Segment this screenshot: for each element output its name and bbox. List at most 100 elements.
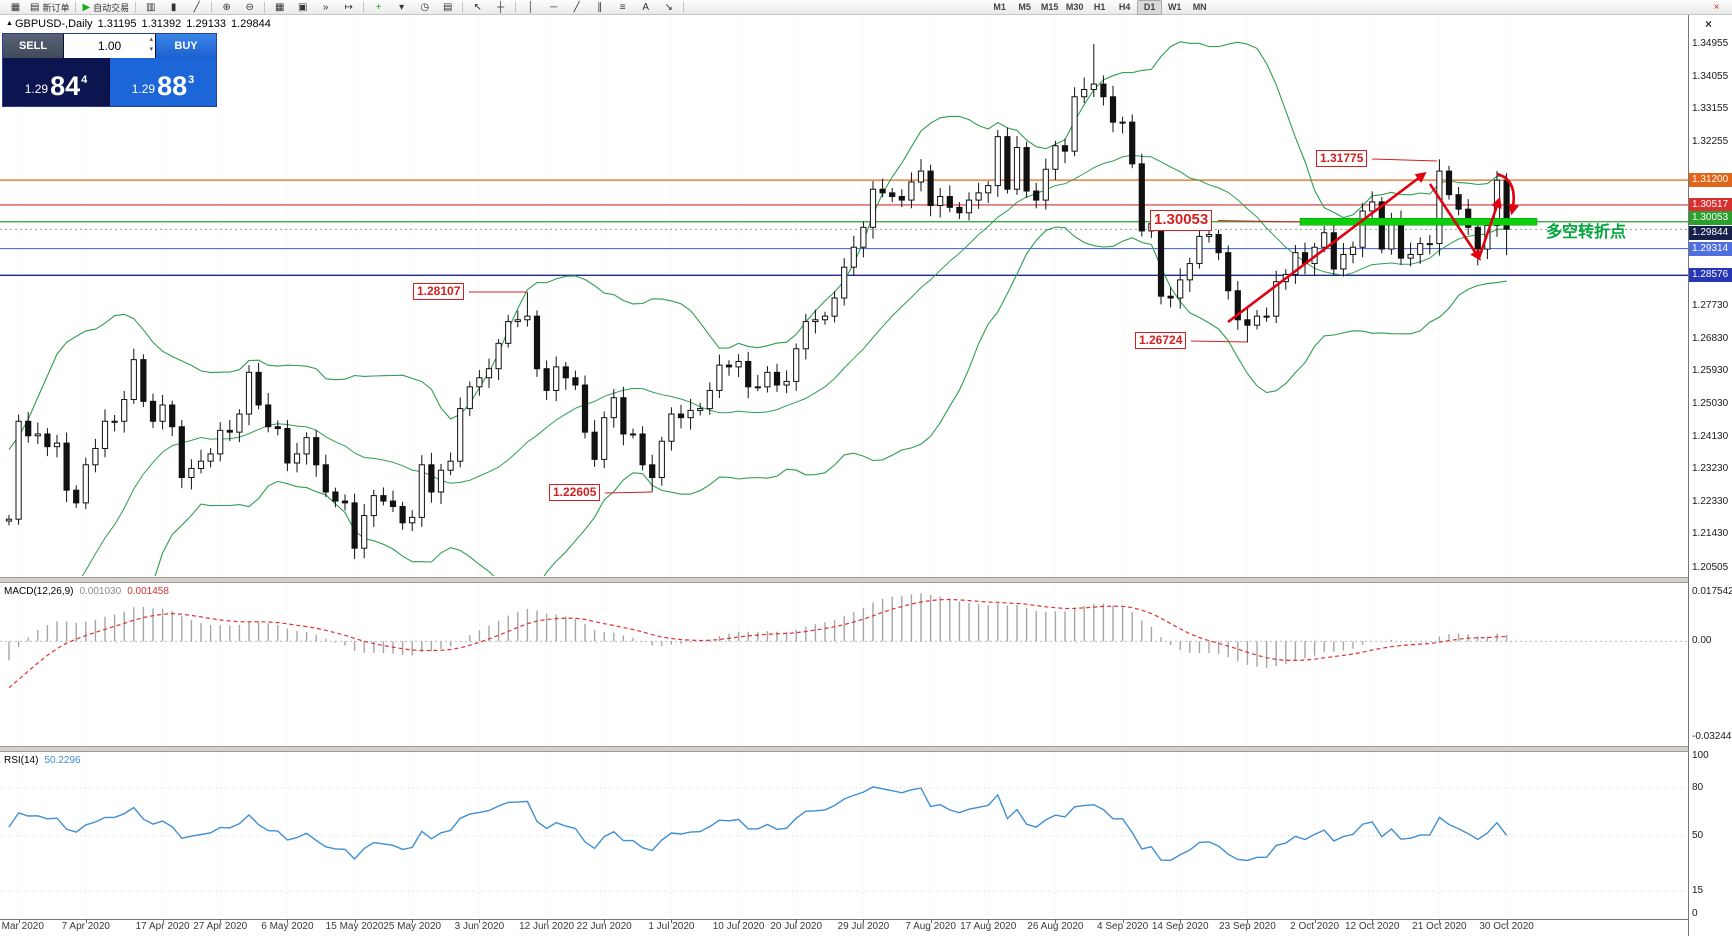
volume-down-icon[interactable]: ▾ [149, 46, 153, 53]
tf-h1-button-label: H1 [1093, 2, 1106, 12]
volume-input[interactable]: 1.00 ▴ ▾ [64, 34, 156, 58]
tf-d1-button[interactable]: D1 [1137, 0, 1163, 15]
tf-m30-button[interactable]: M30 [1062, 0, 1087, 15]
zoom-in-icon[interactable]: ⊕ [215, 0, 238, 15]
price-axis [1688, 15, 1732, 936]
bull-bear-pivot-line[interactable] [1299, 217, 1538, 226]
chart-window-icon[interactable]: ▦ [4, 0, 27, 15]
zoom-in-icon-glyph: ⊕ [222, 1, 231, 13]
cascade-windows-icon-glyph: ▣ [297, 1, 308, 13]
autotrading-button[interactable]: ▶ 自动交易 [79, 0, 132, 15]
one-click-trading-panel: SELL 1.00 ▴ ▾ BUY 1.29 84 4 1.29 88 3 [2, 33, 217, 107]
chart-symbol-period: GBPUSD-,Daily [14, 18, 93, 30]
indicators-dropdown-icon[interactable]: ▾ [390, 0, 413, 15]
chart-shift-icon-glyph: ↦ [344, 1, 353, 13]
text-icon-glyph: A [642, 1, 650, 13]
crosshair-icon[interactable]: ┼ [489, 0, 512, 15]
horizontal-line-icon-glyph: ─ [550, 1, 558, 13]
line-chart-icon[interactable]: ╱ [185, 0, 208, 15]
main-price-panel [0, 41, 1688, 576]
toolbar-separator [211, 1, 213, 13]
ask-price-pip: 3 [188, 74, 195, 86]
toolbar-separator [75, 1, 77, 13]
vertical-line-icon[interactable]: │ [519, 0, 542, 15]
trendline-icon[interactable]: ╱ [565, 0, 588, 15]
ask-price-big-digits: 88 [157, 71, 188, 101]
bollinger-middle-band [81, 154, 1507, 576]
zoom-out-icon[interactable]: ⊖ [238, 0, 261, 15]
candlestick-chart-icon[interactable]: ▮ [162, 0, 185, 15]
autotrading-glyph: ▶ [82, 1, 91, 13]
channel-icon[interactable]: ∥ [588, 0, 611, 15]
time-axis [0, 919, 1688, 936]
candlestick-chart-icon-glyph: ▮ [170, 1, 177, 13]
bollinger-upper-band [8, 41, 1507, 450]
tf-h4-button[interactable]: H4 [1112, 0, 1137, 15]
ohlc-close: 1.29844 [231, 18, 271, 30]
arrows-icon[interactable]: ↘ [657, 0, 680, 15]
panel-splitter-macd[interactable] [0, 577, 1688, 583]
trendline-icon-glyph: ╱ [573, 1, 580, 13]
macd-indicator-label: MACD(12,26,9) 0.001030 0.001458 [4, 586, 175, 597]
autotrading-button-label: 自动交易 [93, 2, 130, 13]
toolbar-separator [515, 1, 517, 13]
chart-window-icon-glyph: ▦ [10, 1, 21, 13]
auto-scroll-icon-glyph: » [322, 1, 329, 13]
tf-h4-button-label: H4 [1118, 2, 1131, 12]
sell-button[interactable]: SELL [3, 34, 64, 58]
tf-m5-button-label: M5 [1018, 2, 1031, 12]
macd-signal-value: 0.001458 [127, 586, 169, 597]
callout-leaders [469, 158, 1438, 494]
fibonacci-icon[interactable]: ≡ [611, 0, 634, 15]
tf-mn-button[interactable]: MN [1187, 0, 1212, 15]
fibonacci-icon-glyph: ≡ [619, 1, 626, 13]
tile-windows-icon[interactable]: ▦ [268, 0, 291, 15]
indicators-icon[interactable]: + [367, 0, 390, 15]
window-close-icon[interactable]: × [1705, 0, 1728, 15]
vertical-line-icon-glyph: │ [527, 1, 534, 13]
text-icon[interactable]: A [634, 0, 657, 15]
crosshair-icon-glyph: ┼ [497, 1, 505, 13]
tf-d1-button-label: D1 [1143, 2, 1156, 12]
cascade-windows-icon[interactable]: ▣ [291, 0, 314, 15]
tf-m5-button[interactable]: M5 [1012, 0, 1037, 15]
tf-m1-button-label: M1 [993, 2, 1006, 12]
bid-price-big-digits: 84 [50, 71, 81, 101]
horizontal-line-icon[interactable]: ─ [542, 0, 565, 15]
auto-scroll-icon[interactable]: » [314, 0, 337, 15]
timeframes-menu-icon[interactable]: ◷ [413, 0, 436, 15]
trend-arrows[interactable] [1227, 172, 1519, 324]
tf-mn-button-label: MN [1192, 2, 1207, 12]
new-order-button-label: 新订单 [42, 2, 70, 13]
toolbar: ▦ ▤ 新订单 ▶ 自动交易 ▥ ▮ ╱ ⊕ ⊖ ▦ ▣» ↦ + ▾ ◷ ▤ ↖ ┼ │ ─ ╱ ∥ ≡ A ↘ M1 M5 M15 M… [0, 0, 1732, 15]
grid-lines [18, 16, 1508, 918]
cursor-icon[interactable]: ↖ [466, 0, 489, 15]
timeframes-menu-icon-glyph: ◷ [420, 1, 430, 13]
templates-icon[interactable]: ▤ [436, 0, 459, 15]
ask-price-panel[interactable]: 1.29 88 3 [110, 58, 216, 106]
tf-m1-button[interactable]: M1 [987, 0, 1012, 15]
bar-chart-icon[interactable]: ▥ [139, 0, 162, 15]
tf-m15-button[interactable]: M15 [1037, 0, 1062, 15]
macd-name: MACD(12,26,9) [4, 586, 74, 597]
tf-h1-button[interactable]: H1 [1087, 0, 1112, 15]
zoom-out-icon-glyph: ⊖ [245, 1, 254, 13]
rsi-name: RSI(14) [4, 755, 39, 766]
macd-panel [0, 593, 1688, 689]
templates-icon-glyph: ▤ [442, 1, 453, 13]
new-order-button[interactable]: ▤ 新订单 [27, 0, 72, 15]
bid-price-panel[interactable]: 1.29 84 4 [3, 58, 110, 106]
symbol-marker-icon: ▲ [6, 20, 13, 27]
volume-up-icon[interactable]: ▴ [149, 36, 153, 43]
bollinger-lower-band [154, 226, 1507, 576]
bid-price-major: 1.29 [24, 82, 49, 96]
panel-splitter-rsi[interactable] [0, 746, 1688, 752]
reversal-hook-arrow [1496, 172, 1519, 216]
volume-stepper[interactable]: ▴ ▾ [149, 35, 153, 55]
tf-w1-button[interactable]: W1 [1162, 0, 1187, 15]
chart-shift-icon[interactable]: ↦ [337, 0, 360, 15]
buy-button[interactable]: BUY [156, 34, 216, 58]
candlestick-series [5, 44, 1510, 560]
chart-close-icon[interactable]: × [1705, 17, 1713, 31]
